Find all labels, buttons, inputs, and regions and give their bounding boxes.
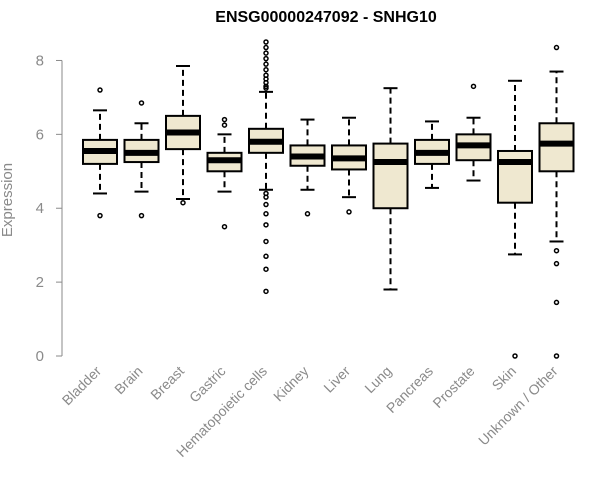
outlier-point bbox=[263, 266, 269, 272]
box-iqr bbox=[372, 142, 409, 210]
box-group bbox=[455, 83, 492, 182]
box-group bbox=[165, 65, 201, 206]
outlier-point bbox=[180, 199, 186, 206]
outlier-point bbox=[553, 353, 560, 359]
y-tick-label: 2 bbox=[36, 274, 44, 291]
box-group bbox=[372, 87, 409, 291]
outlier-point bbox=[97, 87, 103, 93]
outlier-point bbox=[553, 44, 560, 51]
box-group bbox=[123, 100, 160, 219]
outlier-point bbox=[304, 211, 311, 217]
outlier-point bbox=[138, 100, 145, 106]
outlier-point bbox=[553, 247, 560, 254]
outlier-point bbox=[263, 201, 269, 208]
y-tick-label: 0 bbox=[36, 348, 44, 365]
x-tick-label: Brain bbox=[111, 363, 145, 397]
box-group bbox=[331, 116, 367, 215]
y-axis-label: Expression bbox=[0, 163, 16, 237]
y-tick-label: 8 bbox=[36, 52, 44, 69]
outlier-point bbox=[221, 122, 228, 128]
outlier-point bbox=[263, 253, 269, 260]
box-iqr bbox=[538, 122, 575, 173]
outlier-point bbox=[263, 55, 269, 62]
box-group bbox=[206, 116, 243, 230]
boxes bbox=[82, 39, 575, 359]
box-group bbox=[248, 39, 284, 295]
outlier-point bbox=[470, 83, 477, 90]
x-tick-label: Prostate bbox=[429, 363, 477, 411]
x-tick-label: Kidney bbox=[270, 363, 312, 405]
outlier-point bbox=[553, 260, 560, 267]
outlier-point bbox=[263, 194, 269, 200]
outlier-point bbox=[553, 299, 560, 306]
outlier-point bbox=[263, 61, 269, 67]
box-group bbox=[497, 79, 533, 359]
x-tick-label: Skin bbox=[489, 363, 520, 394]
outlier-point bbox=[512, 353, 518, 359]
outlier-point bbox=[346, 209, 352, 215]
box-group bbox=[289, 118, 326, 217]
x-tick-label: Breast bbox=[147, 363, 187, 403]
x-tick-label: Liver bbox=[320, 363, 353, 396]
outlier-point bbox=[263, 222, 269, 228]
outlier-point bbox=[221, 223, 228, 230]
chart-title: ENSG00000247092 - SNHG10 bbox=[215, 9, 437, 26]
outlier-point bbox=[138, 212, 145, 219]
box-group bbox=[414, 120, 450, 189]
outlier-point bbox=[263, 211, 269, 217]
box-group bbox=[538, 44, 575, 359]
outlier-point bbox=[263, 85, 269, 91]
x-tick-label: Bladder bbox=[59, 363, 105, 409]
outlier-point bbox=[263, 238, 269, 245]
outlier-point bbox=[221, 116, 228, 123]
box-iqr bbox=[497, 149, 533, 204]
outlier-point bbox=[263, 44, 269, 51]
outlier-point bbox=[263, 66, 269, 73]
y-tick-label: 4 bbox=[36, 200, 44, 217]
y-tick-label: 6 bbox=[36, 126, 44, 143]
box-group bbox=[82, 87, 118, 219]
x-tick-label: Lung bbox=[361, 363, 394, 396]
x-tick-label: Unknown / Other bbox=[475, 363, 561, 449]
outlier-point bbox=[263, 288, 269, 295]
y-axis: 0 2 4 6 8 bbox=[36, 52, 63, 365]
outlier-point bbox=[97, 212, 103, 219]
outlier-point bbox=[263, 50, 269, 56]
outlier-point bbox=[263, 39, 269, 45]
